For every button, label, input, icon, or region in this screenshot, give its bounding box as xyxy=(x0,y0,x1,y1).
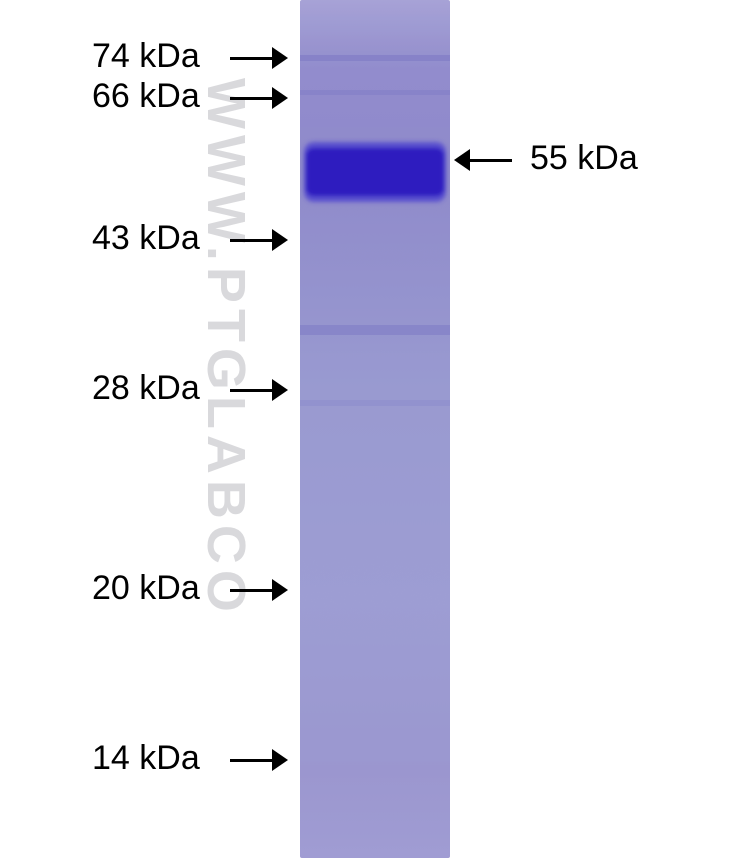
watermark-text: WWW.PTGLABCO xyxy=(195,78,257,618)
left-marker-label: 20 kDa xyxy=(92,569,200,608)
faint-band xyxy=(300,90,450,95)
gel-figure: WWW.PTGLABCO 74 kDa66 kDa 43 kDa 28 kDa 20 … xyxy=(0,0,740,858)
left-marker-label: 66 kDa xyxy=(92,77,200,116)
left-marker-label: 14 kDa xyxy=(92,739,200,778)
gel-lane-inner xyxy=(300,0,450,858)
faint-band xyxy=(300,400,450,406)
marker-arrow xyxy=(454,149,512,171)
faint-band xyxy=(300,325,450,335)
gel-lane xyxy=(300,0,450,858)
left-marker-label: 74 kDa xyxy=(92,37,200,76)
main-band xyxy=(306,148,444,196)
marker-arrow xyxy=(230,47,288,69)
marker-arrow xyxy=(230,579,288,601)
left-marker-label: 43 kDa xyxy=(92,219,200,258)
marker-arrow xyxy=(230,379,288,401)
marker-arrow xyxy=(230,749,288,771)
faint-band xyxy=(300,55,450,61)
marker-arrow xyxy=(230,229,288,251)
marker-arrow xyxy=(230,87,288,109)
left-marker-label: 28 kDa xyxy=(92,369,200,408)
gel-lane-background xyxy=(300,0,450,858)
right-marker-label: 55 kDa xyxy=(530,139,638,178)
